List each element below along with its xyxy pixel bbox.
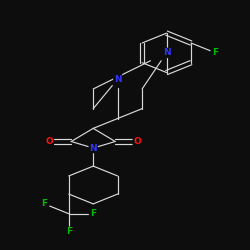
Text: F: F: [212, 48, 218, 57]
Text: N: N: [90, 144, 97, 152]
Text: F: F: [66, 227, 72, 236]
Text: N: N: [163, 48, 170, 57]
Text: F: F: [90, 209, 96, 218]
Text: O: O: [45, 137, 53, 146]
Text: O: O: [133, 137, 141, 146]
Text: N: N: [114, 74, 122, 84]
Text: F: F: [41, 200, 48, 208]
